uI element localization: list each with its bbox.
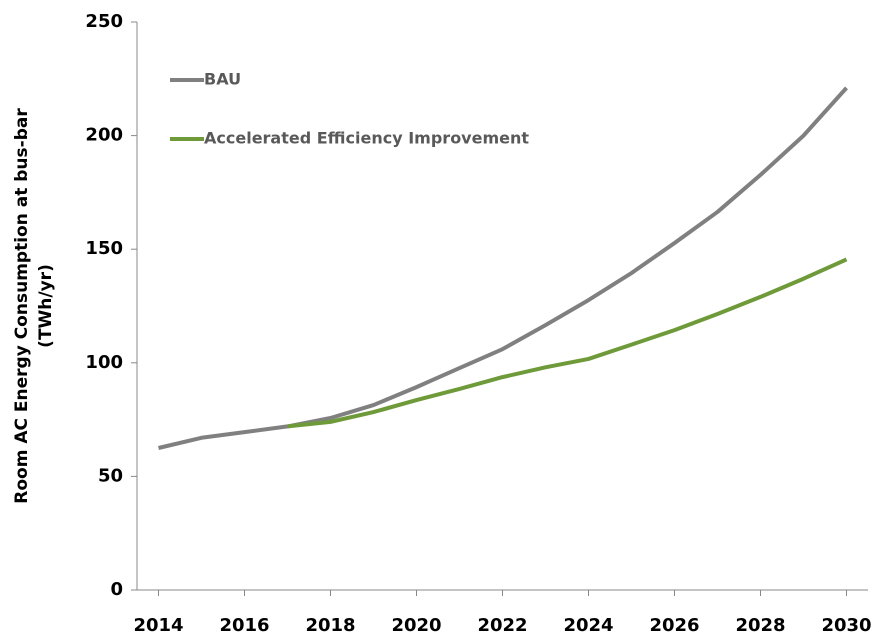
x-tick-label: 2018 <box>305 615 355 636</box>
y-axis-label: (TWh/yr) <box>36 264 56 348</box>
x-tick-label: 2026 <box>649 615 699 636</box>
legend-label: BAU <box>204 70 241 89</box>
x-tick-label: 2014 <box>133 615 183 636</box>
y-tick-label: 100 <box>85 352 123 373</box>
y-axis-label: Room AC Energy Consumption at bus-bar <box>12 108 32 504</box>
x-tick-label: 2030 <box>821 615 871 636</box>
y-tick-label: 250 <box>85 11 123 32</box>
x-tick-label: 2028 <box>735 615 785 636</box>
x-tick-label: 2024 <box>563 615 613 636</box>
series-line <box>158 86 848 450</box>
y-tick-label: 0 <box>110 579 123 600</box>
y-tick-label: 50 <box>98 465 123 486</box>
y-tick-label: 150 <box>85 238 123 259</box>
legend-label: Accelerated Efficiency Improvement <box>204 129 529 148</box>
x-tick-label: 2022 <box>477 615 527 636</box>
y-tick-label: 200 <box>85 125 123 146</box>
x-tick-label: 2020 <box>391 615 441 636</box>
series-line <box>287 257 848 429</box>
x-tick-label: 2016 <box>219 615 269 636</box>
